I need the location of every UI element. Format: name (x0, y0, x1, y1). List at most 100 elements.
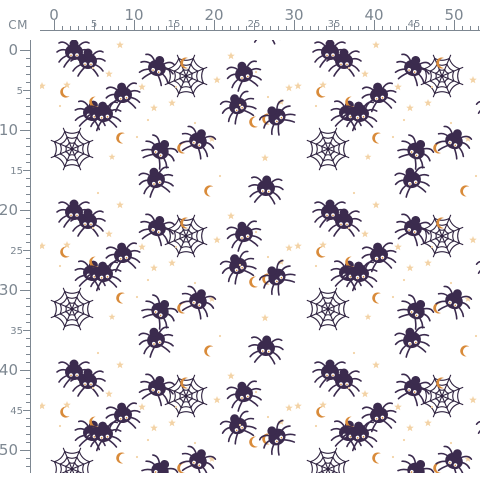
moon-icon (315, 406, 326, 419)
moon-icon (203, 344, 213, 357)
star-dot-icon (353, 352, 355, 354)
spider-icon (248, 174, 284, 204)
spider-icon (224, 378, 264, 413)
ruler-unit-label: CM (2, 18, 28, 32)
star-icon (424, 259, 432, 266)
left-ruler-tick-label: 20 (0, 201, 18, 219)
spider-icon (137, 131, 181, 173)
top-ruler-tick-label: 10 (124, 6, 143, 24)
star-dot-icon (315, 425, 317, 427)
spiderweb-icon (307, 448, 349, 473)
star-icon (150, 104, 158, 111)
left-ruler-tick-label: 25 (10, 246, 23, 257)
star-icon (394, 83, 402, 90)
spider-icon (248, 40, 284, 44)
star-icon (406, 264, 414, 271)
star-dot-icon (136, 136, 138, 138)
moon-icon (59, 406, 70, 419)
star-dot-icon (392, 456, 394, 458)
moon-icon (315, 86, 326, 99)
star-icon (406, 424, 414, 431)
star-dot-icon (147, 119, 149, 121)
spiderweb-icon (51, 288, 93, 330)
star-dot-icon (315, 105, 317, 107)
star-dot-icon (239, 104, 241, 106)
star-dot-icon (267, 96, 269, 98)
star-icon (372, 361, 380, 368)
star-dot-icon (267, 416, 269, 418)
star-icon (361, 230, 369, 237)
spider-icon (224, 218, 264, 253)
star-icon (227, 52, 235, 59)
star-dot-icon (392, 136, 394, 138)
top-ruler-tick-label: 5 (91, 19, 97, 30)
star-dot-icon (147, 279, 149, 281)
star-dot-icon (175, 406, 177, 408)
star-dot-icon (403, 439, 405, 441)
spider-icon (176, 282, 218, 321)
star-icon (227, 212, 235, 219)
star-icon (372, 41, 380, 48)
moon-icon (59, 86, 70, 99)
star-icon (116, 41, 124, 48)
star-dot-icon (431, 246, 433, 248)
star-dot-icon (59, 105, 61, 107)
spider-icon (137, 291, 181, 333)
spider-icon (136, 324, 176, 359)
top-ruler-tick-label: 30 (284, 6, 303, 24)
spiderweb-icon (165, 215, 207, 257)
star-icon (227, 372, 235, 379)
star-icon (40, 82, 46, 89)
moon-icon (115, 292, 125, 304)
star-icon (361, 390, 369, 397)
moon-icon (371, 292, 381, 304)
moon-icon (177, 303, 185, 314)
star-icon (285, 244, 293, 251)
star-dot-icon (475, 335, 477, 337)
star-dot-icon (348, 67, 350, 69)
star-dot-icon (450, 282, 452, 284)
spiderweb-icon (421, 55, 463, 97)
left-ruler-tick-label: 5 (17, 86, 23, 97)
star-icon (365, 153, 372, 160)
spider-icon (40, 256, 44, 299)
moon-icon (248, 276, 258, 288)
star-icon (138, 243, 146, 250)
star-icon (424, 419, 432, 426)
star-dot-icon (403, 279, 405, 281)
star-dot-icon (431, 406, 433, 408)
spider-icon (137, 451, 181, 473)
star-icon (261, 314, 269, 321)
star-dot-icon (136, 296, 138, 298)
star-icon (150, 264, 158, 271)
spider-icon (224, 58, 264, 93)
left-ruler-tick-label: 45 (10, 406, 23, 417)
star-icon (365, 313, 372, 320)
top-ruler-tick-label: 35 (328, 19, 341, 30)
spider-icon (393, 131, 437, 173)
spider-icon (393, 291, 437, 333)
moon-icon (248, 436, 258, 448)
spiderweb-icon (51, 128, 93, 170)
top-ruler-tick-label: 25 (248, 19, 261, 30)
moon-icon (248, 116, 258, 128)
spiderweb-icon (421, 375, 463, 417)
moon-icon (433, 303, 441, 314)
left-ruler-tick-label: 50 (0, 441, 18, 459)
star-dot-icon (194, 122, 196, 124)
top-ruler-tick-label: 50 (444, 6, 463, 24)
moon-icon (459, 184, 469, 197)
top-ruler-tick-label: 0 (49, 6, 59, 24)
star-icon (150, 424, 158, 431)
star-icon (394, 243, 402, 250)
star-icon (168, 259, 176, 266)
star-icon (109, 313, 116, 320)
star-dot-icon (431, 86, 433, 88)
star-dot-icon (194, 442, 196, 444)
star-icon (213, 236, 221, 243)
star-icon (469, 396, 477, 403)
moon-icon (203, 184, 213, 197)
star-icon (105, 230, 113, 237)
moon-icon (371, 132, 381, 144)
